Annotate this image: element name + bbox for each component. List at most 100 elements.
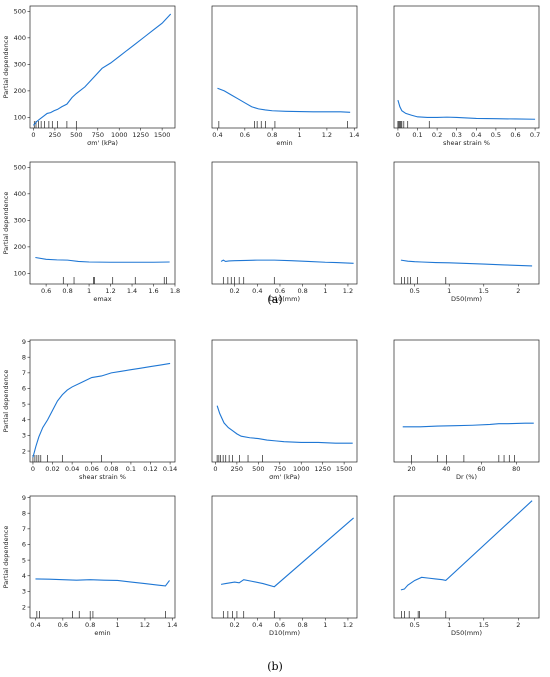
x-tick-label: 1.2 — [105, 287, 115, 295]
x-tick-label: 0.4 — [471, 131, 481, 139]
y-tick-label: 8 — [22, 509, 26, 517]
x-tick-label: 1250 — [314, 465, 331, 473]
x-tick-label: 1.4 — [127, 287, 137, 295]
x-tick-label: 0.2 — [229, 621, 239, 629]
y-tick-label: 8 — [22, 353, 26, 361]
x-tick-label: 0.6 — [275, 287, 285, 295]
y-tick-label: 4 — [22, 416, 26, 424]
x-tick-label: 1500 — [154, 131, 171, 139]
pd-plot-2: 0.4 0.6 0.8 1 1.2 1.4 emin — [211, 5, 359, 147]
plot-frame — [393, 339, 540, 463]
x-tick-label: 0.8 — [85, 621, 95, 629]
pd-line — [400, 259, 533, 267]
plot-frame — [211, 161, 358, 285]
x-tick-label: 0.5 — [410, 287, 420, 295]
x-tick-label: 1250 — [132, 131, 149, 139]
y-tick-label: 500 — [14, 164, 26, 172]
x-tick-label: 0.6 — [275, 621, 285, 629]
x-tick-label: 750 — [92, 131, 104, 139]
x-tick-label: 1 — [323, 287, 327, 295]
x-tick-label: 0.4 — [252, 621, 262, 629]
x-axis-label: D50(mm) — [451, 629, 482, 637]
x-tick-label: 1 — [87, 287, 91, 295]
x-tick-label: 0.12 — [143, 465, 157, 473]
pd-plot-1: 0 250 500 750 1000 1250 1500 100 200 300 400 500 σm'… — [2, 5, 176, 147]
y-tick-label: 400 — [14, 190, 26, 198]
x-tick-label: 40 — [442, 465, 450, 473]
y-tick-label: 9 — [22, 494, 26, 502]
x-tick-label: 1 — [115, 621, 119, 629]
y-tick-label: 500 — [14, 8, 26, 16]
pd-line — [35, 578, 170, 587]
x-tick-label: 0.2 — [229, 287, 239, 295]
x-tick-label: 0 — [31, 131, 35, 139]
x-tick-label: 1.5 — [479, 287, 489, 295]
x-tick-label: 0.4 — [30, 621, 40, 629]
x-tick-label: 500 — [70, 131, 82, 139]
y-tick-label: 2 — [22, 447, 26, 455]
x-tick-label: 1.2 — [140, 621, 150, 629]
x-tick-label: 0.08 — [104, 465, 118, 473]
x-tick-label: 0.5 — [410, 621, 420, 629]
pd-plot-12: 0.5 1 1.5 2 D50(mm) — [393, 495, 540, 637]
x-tick-label: 0.8 — [62, 287, 72, 295]
x-axis-label: emax — [93, 295, 111, 303]
chart-panels: 0 250 500 750 1000 1250 1500100200300400500σm'… — [2, 5, 540, 637]
plot-frame — [393, 5, 540, 129]
pd-line — [35, 256, 170, 263]
x-tick-label: 0.1 — [126, 465, 136, 473]
pd-plot-5: 0.2 0.4 0.6 0.8 1 1.2 D10(mm) — [211, 161, 358, 303]
pd-line — [400, 500, 533, 591]
x-tick-label: 0.6 — [41, 287, 51, 295]
x-axis-label: σm' (kPa) — [87, 139, 118, 147]
x-tick-label: 0.8 — [267, 131, 277, 139]
y-tick-label: 6 — [22, 541, 26, 549]
x-tick-label: 0.1 — [412, 131, 422, 139]
panel-label-a: (a) — [267, 293, 282, 306]
x-axis-label: D10(mm) — [269, 295, 300, 303]
x-tick-label: 2 — [516, 621, 520, 629]
x-tick-label: 80 — [512, 465, 520, 473]
y-tick-label: 100 — [14, 270, 26, 278]
x-tick-label: 0.5 — [491, 131, 501, 139]
x-axis-label: shear strain % — [443, 139, 490, 147]
pd-plot-11: 0.2 0.4 0.6 0.8 1 1.2 D10(mm) — [211, 495, 358, 637]
x-tick-label: 0.06 — [84, 465, 98, 473]
pd-line — [33, 13, 172, 126]
x-tick-label: 0.4 — [252, 287, 262, 295]
pd-plot-6: 0.5 1 1.5 2 D50(mm) — [393, 161, 540, 303]
x-tick-label: 0.8 — [297, 287, 307, 295]
pd-line — [220, 517, 354, 588]
pd-plot-9: 20 40 60 80 Dr (%) — [393, 339, 540, 481]
pd-plot-10: 0.4 0.6 0.8 1 1.2 1.4 2 3 4 5 6 7 8 9 emin Partial depe… — [2, 494, 177, 637]
y-tick-label: 2 — [22, 603, 26, 611]
x-tick-label: 250 — [49, 131, 61, 139]
x-tick-label: 0.02 — [45, 465, 59, 473]
x-tick-label: 0 — [213, 465, 217, 473]
plot-frame — [211, 5, 358, 129]
x-tick-label: 0.4 — [212, 131, 222, 139]
x-tick-label: 0 — [31, 465, 35, 473]
x-axis-label: emin — [94, 629, 110, 637]
plot-frame — [211, 495, 358, 619]
y-tick-label: 300 — [14, 217, 26, 225]
x-tick-label: 0.7 — [530, 131, 540, 139]
plot-frame — [29, 161, 176, 285]
x-tick-label: 0.6 — [510, 131, 520, 139]
x-tick-label: 1.4 — [167, 621, 177, 629]
x-tick-label: 1 — [297, 131, 301, 139]
plot-frame — [211, 339, 358, 463]
pd-line — [216, 405, 353, 444]
x-axis-label: emin — [276, 139, 292, 147]
x-axis-label: D50(mm) — [451, 295, 482, 303]
x-tick-label: 1 — [447, 621, 451, 629]
pd-line — [217, 87, 351, 113]
x-tick-label: 0.3 — [452, 131, 462, 139]
x-axis-label: σm' (kPa) — [269, 473, 300, 481]
pd-plot-4: 0.6 0.8 1 1.2 1.4 1.6 1.8 100 200 300 400 500 emax Pa… — [2, 161, 180, 303]
y-axis-label: Partial dependence — [2, 526, 10, 589]
y-tick-label: 6 — [22, 385, 26, 393]
x-tick-label: 0.6 — [58, 621, 68, 629]
y-tick-label: 100 — [14, 114, 26, 122]
